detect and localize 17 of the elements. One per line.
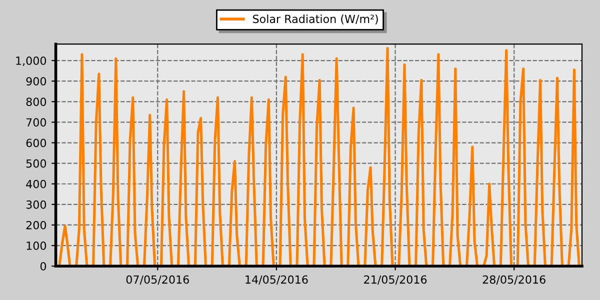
legend-label: Solar Radiation (W/m²) <box>253 14 378 24</box>
y-tick-label: 800 <box>26 98 46 106</box>
x-tick-label: 14/05/2016 <box>246 275 308 285</box>
y-tick-label: 400 <box>26 180 46 188</box>
x-tick-label: 07/05/2016 <box>126 275 189 285</box>
x-tick-label: 28/05/2016 <box>482 275 546 285</box>
y-tick-label: 600 <box>26 138 46 148</box>
y-tick-label: 200 <box>26 220 46 230</box>
y-tick-label: 900 <box>26 77 46 86</box>
y-tick-label: 500 <box>26 159 46 168</box>
y-tick-label: 1,000 <box>16 56 46 66</box>
y-tick-label: 0 <box>40 262 46 270</box>
y-tick-label: 300 <box>26 200 46 209</box>
x-tick-label: 21/05/2016 <box>364 275 427 285</box>
y-tick-label: 100 <box>26 242 46 250</box>
line-series <box>58 46 580 266</box>
y-tick-label: 700 <box>26 118 46 127</box>
